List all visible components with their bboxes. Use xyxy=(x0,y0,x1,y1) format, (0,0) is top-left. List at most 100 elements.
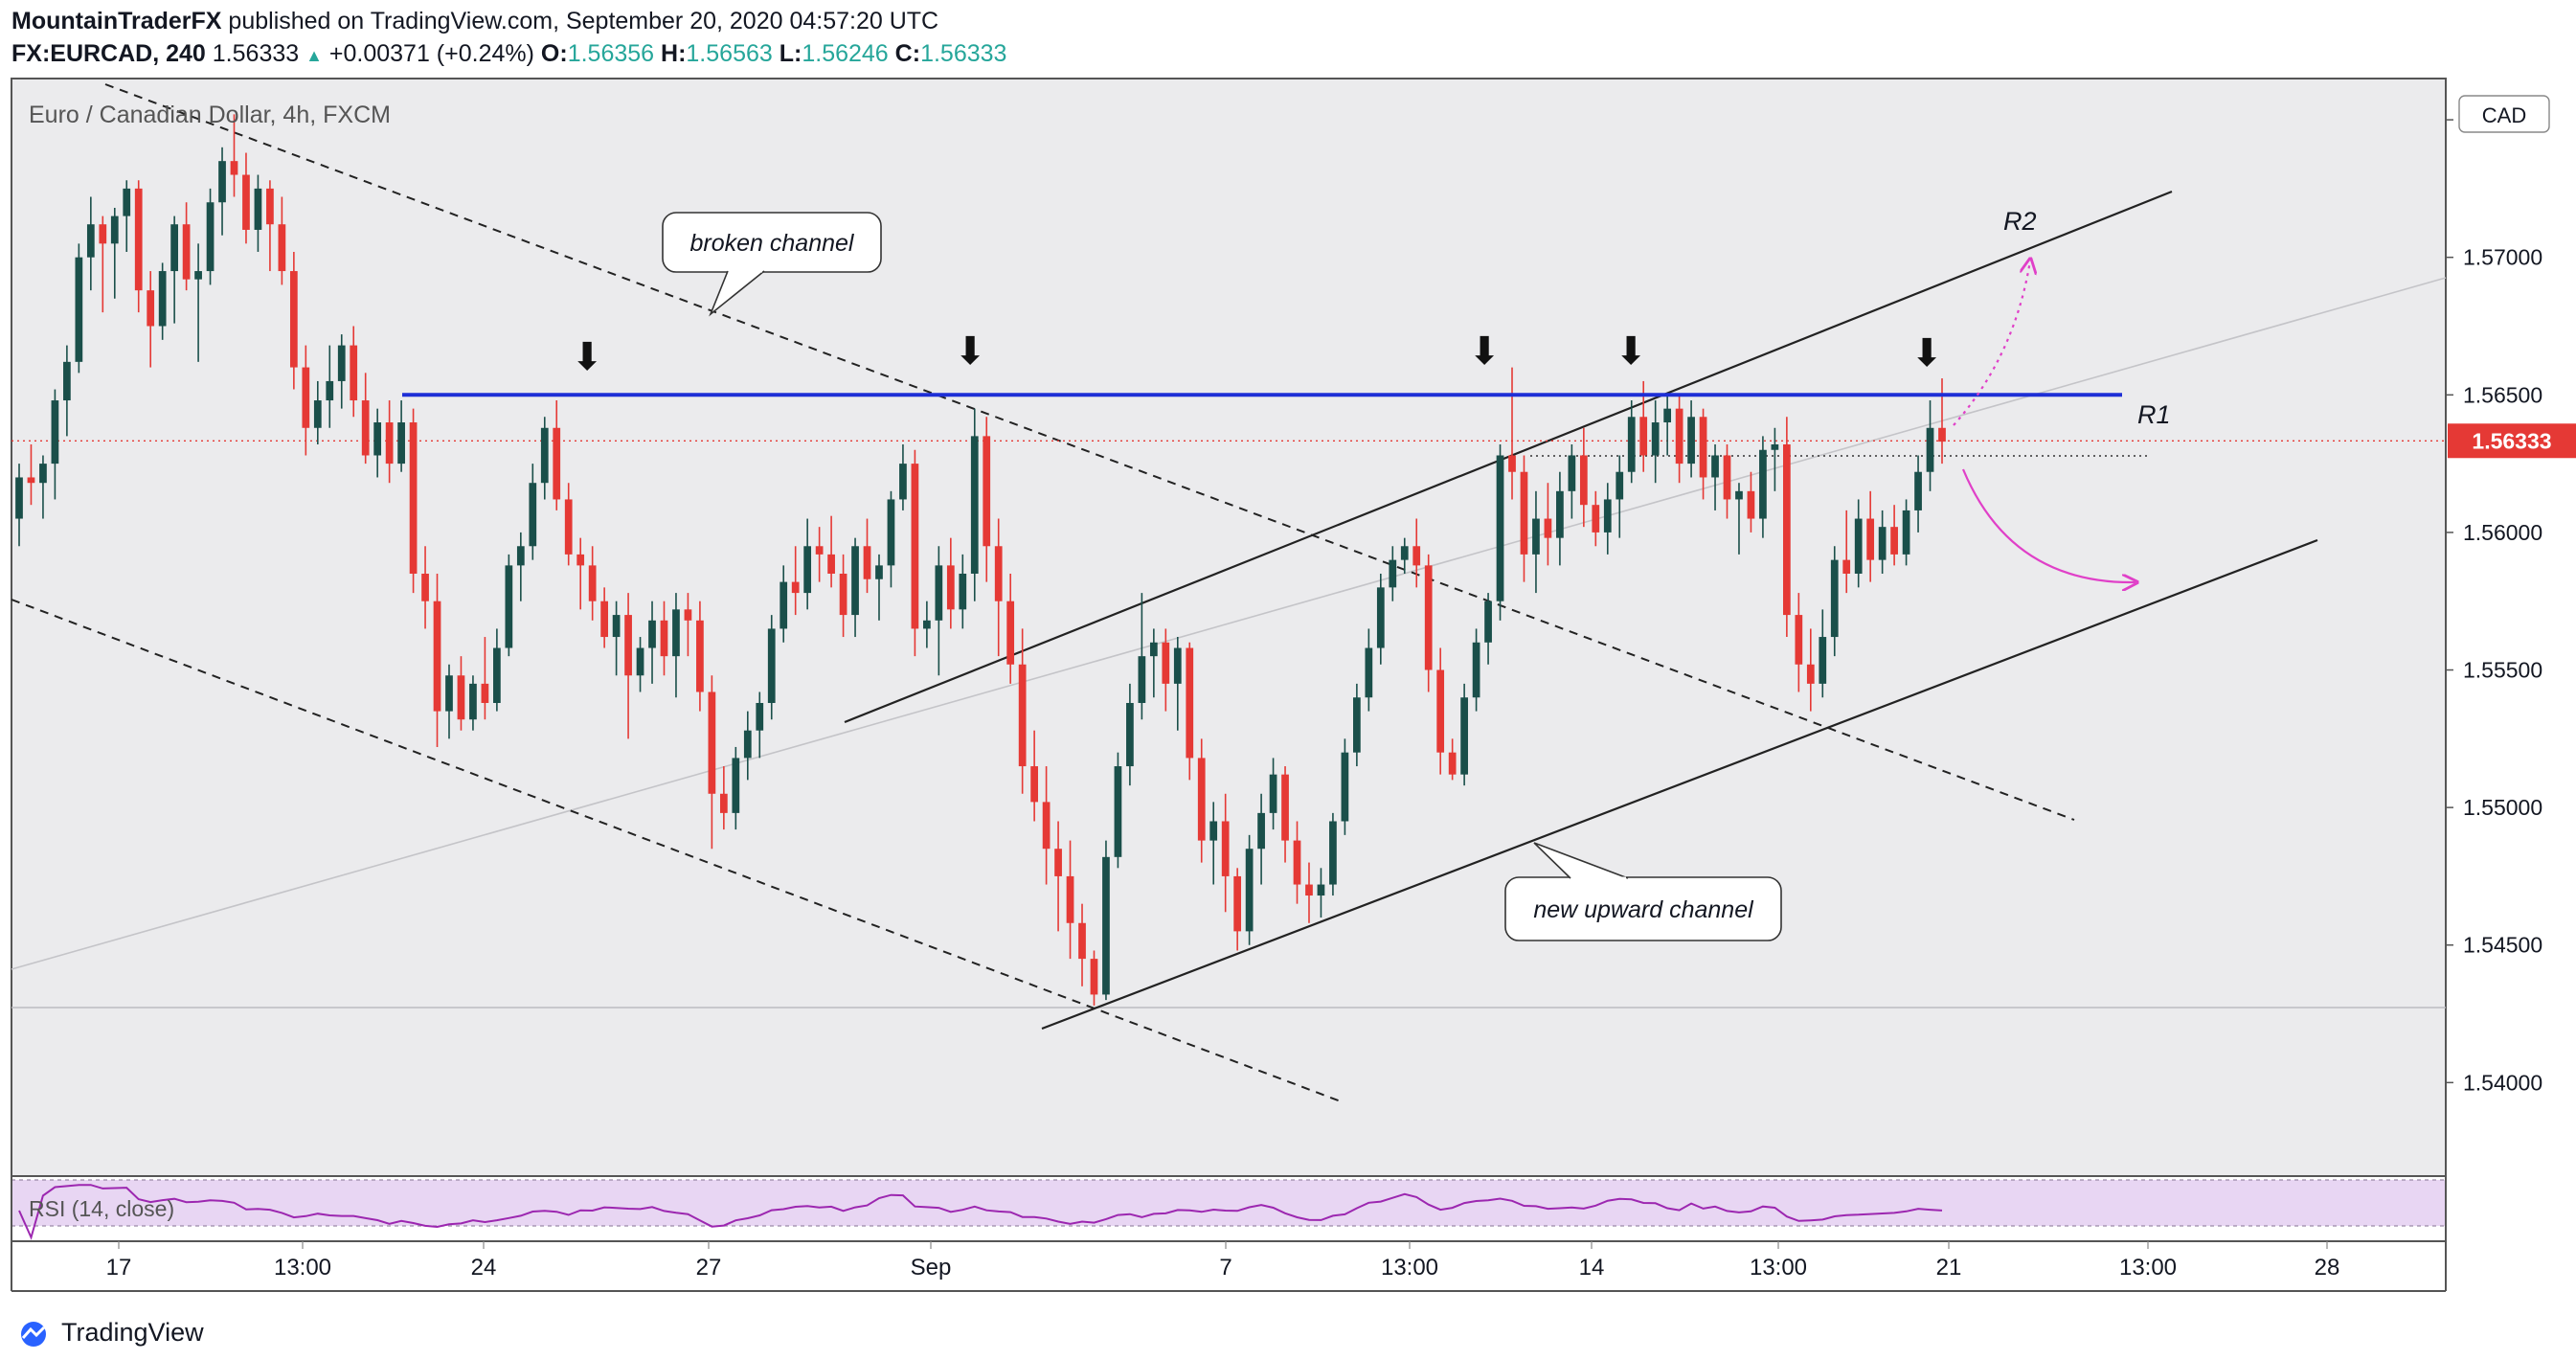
candle-body[interactable] xyxy=(588,565,597,601)
candle-body[interactable] xyxy=(1878,527,1887,560)
candle-body[interactable] xyxy=(564,499,573,555)
candle-body[interactable] xyxy=(1054,849,1062,876)
currency-badge[interactable] xyxy=(2458,95,2550,133)
candle-body[interactable] xyxy=(540,427,549,484)
candle-body[interactable] xyxy=(803,546,812,594)
candle-body[interactable] xyxy=(1592,505,1600,533)
candle-body[interactable] xyxy=(134,188,143,291)
candle-body[interactable] xyxy=(636,647,644,676)
candle-body[interactable] xyxy=(123,188,131,216)
candle-body[interactable] xyxy=(1126,702,1134,767)
candle-body[interactable] xyxy=(1914,471,1922,510)
candle-body[interactable] xyxy=(1090,959,1098,995)
candle-body[interactable] xyxy=(1938,427,1946,442)
candle-body[interactable] xyxy=(1663,408,1672,423)
candle-body[interactable] xyxy=(839,573,847,616)
upward-channel-lower-line[interactable] xyxy=(1041,538,2318,1031)
candle-body[interactable] xyxy=(350,345,358,401)
candle-body[interactable] xyxy=(911,464,919,629)
candle-body[interactable] xyxy=(1711,455,1719,478)
candle-body[interactable] xyxy=(1819,637,1827,684)
candle-body[interactable] xyxy=(1114,766,1122,857)
candle-body[interactable] xyxy=(946,565,955,610)
candle-body[interactable] xyxy=(767,628,776,703)
candle-body[interactable] xyxy=(493,647,501,703)
candle-body[interactable] xyxy=(516,546,525,566)
candle-body[interactable] xyxy=(1197,758,1206,841)
candle-body[interactable] xyxy=(600,601,608,638)
candle-body[interactable] xyxy=(1305,884,1313,896)
candle-body[interactable] xyxy=(1795,615,1803,665)
candle-body[interactable] xyxy=(254,188,262,230)
candle-body[interactable] xyxy=(1520,471,1528,555)
candle-body[interactable] xyxy=(576,554,585,566)
candle-body[interactable] xyxy=(147,290,155,327)
candle-body[interactable] xyxy=(1341,752,1349,822)
candle-body[interactable] xyxy=(266,188,274,225)
candle-body[interactable] xyxy=(1149,642,1158,657)
tradingview-logo[interactable]: TradingView xyxy=(13,1318,204,1348)
candle-body[interactable] xyxy=(302,367,310,428)
candle-body[interactable] xyxy=(469,683,477,720)
candle-body[interactable] xyxy=(994,546,1003,601)
candle-body[interactable] xyxy=(983,436,991,547)
candle-body[interactable] xyxy=(1735,490,1743,500)
candle-body[interactable] xyxy=(337,345,346,381)
candle-body[interactable] xyxy=(1365,647,1373,698)
candle-body[interactable] xyxy=(1579,455,1588,506)
candle-body[interactable] xyxy=(719,793,728,813)
symbol-label[interactable]: FX:EURCAD, 240 xyxy=(11,40,206,67)
candle-body[interactable] xyxy=(1771,444,1779,450)
candle-body[interactable] xyxy=(1616,471,1624,500)
candle-body[interactable] xyxy=(1353,697,1361,753)
candle-body[interactable] xyxy=(923,620,931,629)
candle-body[interactable] xyxy=(1568,455,1576,491)
candle-body[interactable] xyxy=(1448,752,1457,775)
candle-body[interactable] xyxy=(158,271,167,327)
candle-body[interactable] xyxy=(863,546,871,579)
candle-body[interactable] xyxy=(1293,840,1301,885)
rsi-line[interactable] xyxy=(18,1184,1943,1240)
candle-body[interactable] xyxy=(1186,647,1194,759)
candle-body[interactable] xyxy=(421,573,429,601)
candle-body[interactable] xyxy=(457,675,465,720)
candle-body[interactable] xyxy=(1006,601,1015,665)
candle-body[interactable] xyxy=(1162,642,1170,684)
candle-body[interactable] xyxy=(780,581,788,629)
candle-body[interactable] xyxy=(1389,559,1397,588)
candle-body[interactable] xyxy=(1532,518,1540,555)
candle-body[interactable] xyxy=(1866,518,1875,560)
candle-body[interactable] xyxy=(75,257,83,362)
candle-body[interactable] xyxy=(529,483,537,547)
broken-channel-upper-line[interactable] xyxy=(104,83,2075,821)
price-axis[interactable]: 1.575001.570001.565001.560001.555001.550… xyxy=(2446,107,2542,1095)
candle-body[interactable] xyxy=(1830,559,1839,638)
candle-body[interactable] xyxy=(445,675,453,712)
candle-body[interactable] xyxy=(1460,697,1468,775)
candle-body[interactable] xyxy=(361,400,370,456)
candle-body[interactable] xyxy=(827,554,835,574)
candle-body[interactable] xyxy=(289,271,298,368)
candle-body[interactable] xyxy=(1233,875,1242,932)
candle-body[interactable] xyxy=(1436,669,1445,753)
candle-body[interactable] xyxy=(959,573,967,610)
candle-body[interactable] xyxy=(63,361,71,401)
candle-body[interactable] xyxy=(1078,922,1086,960)
upward-channel-upper-line[interactable] xyxy=(844,190,2173,724)
candle-body[interactable] xyxy=(612,615,621,638)
candle-body[interactable] xyxy=(1472,642,1480,698)
candle-body[interactable] xyxy=(1376,587,1385,648)
price-chart[interactable]: 1.575001.570001.565001.560001.555001.550… xyxy=(0,0,2576,1308)
candle-body[interactable] xyxy=(1651,422,1660,456)
candle-body[interactable] xyxy=(170,224,179,272)
candle-body[interactable] xyxy=(1138,656,1146,703)
candle-body[interactable] xyxy=(935,565,943,621)
candle-body[interactable] xyxy=(1723,455,1731,500)
bullish-projection-arrow[interactable] xyxy=(1953,261,2030,426)
candle-body[interactable] xyxy=(1627,417,1636,472)
candle-body[interactable] xyxy=(397,422,405,465)
candle-body[interactable] xyxy=(1782,444,1791,616)
candle-body[interactable] xyxy=(1018,664,1027,767)
time-axis[interactable]: 17 13:00 24 27 Sep 7 13:00 14 13:00 21 13:00 28 xyxy=(106,1241,2340,1281)
candle-body[interactable] xyxy=(696,620,704,692)
